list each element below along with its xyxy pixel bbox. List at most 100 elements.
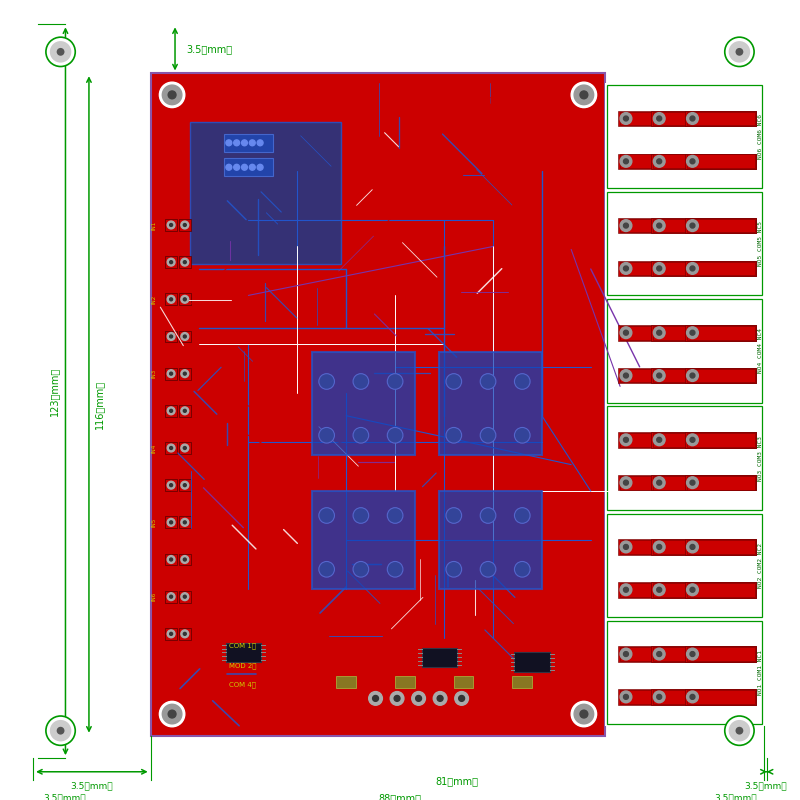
- Text: IN5: IN5: [151, 518, 156, 527]
- Bar: [179, 628, 190, 640]
- Bar: [620, 154, 689, 168]
- Bar: [685, 368, 756, 383]
- Circle shape: [181, 593, 189, 601]
- Bar: [395, 676, 414, 688]
- Bar: [685, 539, 756, 554]
- Circle shape: [57, 48, 65, 56]
- Bar: [651, 539, 756, 554]
- Circle shape: [686, 584, 698, 596]
- Text: NO4 COM4 NC4: NO4 COM4 NC4: [758, 329, 763, 374]
- Circle shape: [654, 262, 665, 274]
- Bar: [179, 219, 190, 231]
- Circle shape: [353, 562, 369, 577]
- Circle shape: [654, 370, 665, 382]
- Circle shape: [57, 726, 65, 734]
- Bar: [166, 405, 177, 417]
- Circle shape: [181, 444, 189, 452]
- Circle shape: [183, 410, 186, 412]
- Circle shape: [514, 508, 530, 523]
- Bar: [685, 646, 756, 662]
- Bar: [686, 433, 755, 446]
- Text: 88（mm）: 88（mm）: [378, 793, 422, 800]
- Circle shape: [620, 648, 632, 660]
- Bar: [654, 690, 722, 704]
- Circle shape: [170, 372, 173, 375]
- Circle shape: [657, 159, 662, 164]
- Circle shape: [623, 438, 629, 442]
- Text: IN6: IN6: [151, 592, 156, 602]
- Circle shape: [226, 164, 232, 170]
- Circle shape: [620, 113, 632, 124]
- Bar: [651, 218, 756, 234]
- Bar: [226, 642, 261, 662]
- Circle shape: [387, 427, 403, 443]
- Text: MOD 2脚: MOD 2脚: [229, 662, 256, 669]
- Bar: [651, 582, 756, 598]
- Circle shape: [514, 374, 530, 390]
- Circle shape: [183, 484, 186, 486]
- Circle shape: [620, 155, 632, 167]
- Circle shape: [183, 521, 186, 524]
- Circle shape: [183, 446, 186, 450]
- Bar: [618, 110, 756, 126]
- Bar: [618, 218, 756, 234]
- Bar: [686, 154, 755, 168]
- Circle shape: [686, 370, 698, 382]
- Circle shape: [170, 335, 173, 338]
- Text: 3.5（mm）: 3.5（mm）: [43, 794, 86, 800]
- Circle shape: [514, 427, 530, 443]
- Circle shape: [167, 221, 175, 229]
- Circle shape: [170, 410, 173, 412]
- Bar: [654, 369, 722, 382]
- Bar: [190, 122, 342, 264]
- Circle shape: [729, 41, 750, 62]
- Circle shape: [690, 587, 695, 592]
- Circle shape: [729, 720, 750, 742]
- Bar: [651, 325, 756, 341]
- Circle shape: [412, 691, 426, 706]
- Circle shape: [170, 558, 173, 561]
- Circle shape: [162, 85, 182, 105]
- Bar: [620, 326, 689, 339]
- Circle shape: [690, 373, 695, 378]
- Circle shape: [353, 508, 369, 523]
- Circle shape: [183, 261, 186, 264]
- Bar: [150, 74, 606, 735]
- Circle shape: [686, 541, 698, 553]
- Circle shape: [50, 720, 71, 742]
- Bar: [686, 583, 755, 597]
- Circle shape: [170, 595, 173, 598]
- Circle shape: [242, 140, 247, 146]
- Circle shape: [690, 438, 695, 442]
- Circle shape: [620, 220, 632, 231]
- Circle shape: [620, 541, 632, 553]
- Circle shape: [257, 140, 263, 146]
- Circle shape: [168, 710, 176, 718]
- Circle shape: [657, 266, 662, 271]
- Bar: [620, 647, 689, 661]
- Text: 响境电子: 响境电子: [474, 95, 498, 105]
- Bar: [686, 262, 755, 275]
- Text: IN1: IN1: [151, 220, 156, 230]
- Circle shape: [353, 374, 369, 390]
- Bar: [166, 479, 177, 491]
- Circle shape: [686, 113, 698, 124]
- Circle shape: [373, 695, 378, 702]
- Bar: [606, 83, 764, 726]
- Bar: [686, 647, 755, 661]
- Circle shape: [690, 159, 695, 164]
- Text: IN2: IN2: [151, 294, 156, 304]
- Bar: [620, 583, 689, 597]
- Circle shape: [183, 632, 186, 635]
- Circle shape: [319, 508, 334, 523]
- Bar: [607, 514, 762, 617]
- Circle shape: [458, 695, 465, 702]
- Circle shape: [623, 330, 629, 335]
- Circle shape: [654, 477, 665, 489]
- Bar: [618, 475, 756, 490]
- Bar: [685, 689, 756, 705]
- Circle shape: [181, 295, 189, 303]
- Bar: [686, 476, 755, 490]
- Circle shape: [480, 374, 496, 390]
- Circle shape: [167, 370, 175, 378]
